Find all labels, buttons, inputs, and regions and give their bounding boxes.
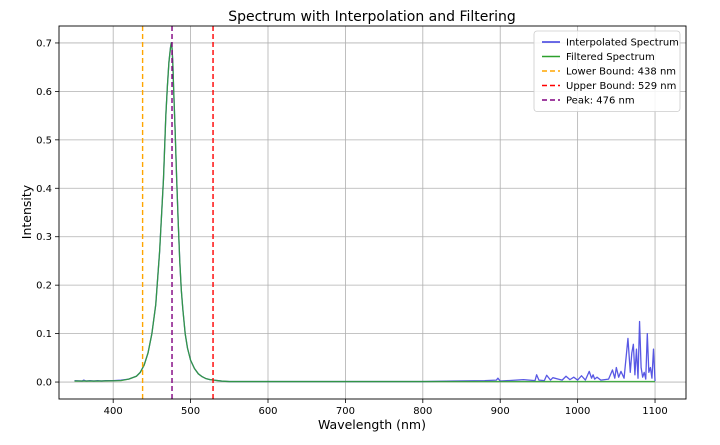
chart-title: Spectrum with Interpolation and Filterin…	[228, 9, 516, 25]
legend-box	[533, 30, 681, 112]
y-axis-label: Intensity	[19, 184, 34, 239]
x-tick-label: 1000	[565, 406, 590, 417]
x-axis-label: Wavelength (nm)	[318, 417, 426, 432]
y-axis-ticks: 0.0 0.1 0.2 0.3 0.4 0.5 0.6 0.7	[36, 38, 59, 389]
y-tick-label: 0.5	[36, 135, 52, 146]
axes-frame	[58, 25, 687, 400]
y-tick-label: 0.3	[36, 232, 52, 243]
legend-label: Upper Bound: 529 nm	[566, 81, 676, 92]
x-tick-label: 1100	[642, 406, 667, 417]
legend-label: Filtered Spectrum	[566, 52, 655, 63]
series-line-2	[74, 42, 656, 383]
y-tick-label: 0.0	[36, 378, 52, 389]
legend: Interpolated Spectrum Filtered Spectrum Lo…	[533, 30, 681, 112]
x-tick-label: 500	[181, 406, 200, 417]
legend-label: Peak: 476 nm	[566, 96, 635, 107]
x-tick-label: 900	[491, 406, 510, 417]
y-tick-label: 0.2	[36, 281, 52, 292]
x-axis-ticks: 400 500 600 700 800 900 1000 1100	[104, 399, 668, 417]
y-tick-label: 0.7	[36, 38, 52, 49]
legend-label: Lower Bound: 438 nm	[566, 67, 676, 78]
y-tick-label: 0.4	[36, 184, 52, 195]
legend-label: Interpolated Spectrum	[566, 38, 679, 49]
plot-area	[74, 26, 656, 399]
y-tick-label: 0.6	[36, 87, 52, 98]
x-tick-label: 700	[336, 406, 355, 417]
x-tick-label: 800	[413, 406, 432, 417]
x-tick-label: 600	[258, 406, 277, 417]
y-tick-label: 0.1	[36, 329, 52, 340]
x-tick-label: 400	[104, 406, 123, 417]
